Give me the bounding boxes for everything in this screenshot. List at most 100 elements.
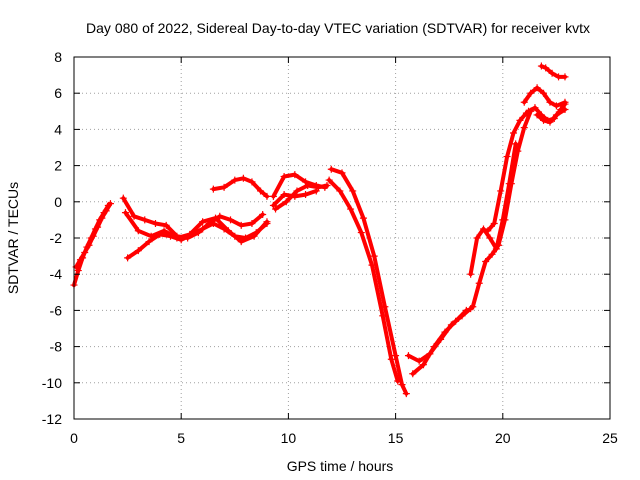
series-5 — [209, 174, 271, 200]
data-point — [323, 182, 331, 190]
data-point — [304, 182, 312, 190]
data-point — [520, 98, 528, 106]
ticks: 0 5 10 15 20 25 -12 -10 -8 -6 -4 -2 0 2 4 6 8 — [42, 49, 618, 446]
data-point — [473, 234, 481, 242]
data-point — [387, 355, 395, 363]
data-point — [525, 107, 533, 115]
series-9 — [327, 165, 410, 398]
data-point — [402, 390, 410, 398]
data-point — [124, 254, 132, 262]
data-point — [89, 232, 97, 240]
data-point — [237, 221, 245, 229]
data-point — [145, 238, 153, 246]
data-point — [426, 350, 434, 358]
data-point — [237, 238, 245, 246]
data-point — [561, 73, 569, 81]
series-19 — [537, 62, 569, 81]
y-tick-label: 0 — [54, 194, 62, 210]
data-point — [392, 352, 400, 360]
data-point — [186, 230, 194, 238]
data-point — [173, 234, 181, 242]
data-point — [469, 303, 477, 311]
data-point — [482, 258, 490, 266]
data-point — [359, 214, 367, 222]
data-point — [272, 205, 280, 213]
y-tick-label: -4 — [50, 266, 63, 282]
series-line — [406, 306, 473, 364]
data-point — [162, 221, 170, 229]
series-7 — [272, 182, 331, 213]
data-point — [325, 176, 333, 184]
data-point — [546, 98, 554, 106]
data-point — [370, 252, 378, 260]
data-point — [106, 200, 114, 208]
series-4 — [121, 209, 271, 246]
data-point — [409, 370, 417, 378]
data-point — [542, 64, 550, 72]
data-point — [503, 153, 511, 161]
series-line — [468, 141, 518, 277]
data-point — [419, 361, 427, 369]
data-point — [151, 220, 159, 228]
series-14 — [467, 140, 520, 278]
data-point — [263, 192, 271, 200]
data-point — [531, 104, 539, 112]
x-tick-label: 25 — [602, 430, 618, 446]
data-point — [533, 111, 541, 119]
data-point — [314, 183, 322, 191]
data-point — [74, 267, 82, 275]
data-point — [216, 212, 224, 220]
data-point — [338, 169, 346, 177]
data-point — [357, 229, 365, 237]
data-point — [349, 187, 357, 195]
data-point — [475, 279, 483, 287]
data-point — [209, 220, 217, 228]
series-line — [123, 210, 269, 244]
data-layer — [70, 62, 569, 398]
series-line — [327, 178, 400, 383]
series-8 — [269, 187, 320, 209]
data-point — [134, 247, 142, 255]
data-point — [480, 225, 488, 233]
data-point — [259, 210, 267, 218]
data-point — [263, 218, 271, 226]
data-point — [467, 270, 475, 278]
data-point — [293, 187, 301, 195]
data-point — [552, 102, 560, 110]
series-12 — [404, 305, 475, 365]
y-tick-label: 4 — [54, 121, 62, 137]
y-tick-label: -8 — [50, 339, 63, 355]
data-point — [212, 214, 220, 222]
data-point — [505, 180, 513, 188]
data-point — [447, 321, 455, 329]
chart-title: Day 080 of 2022, Sidereal Day-to-day VTE… — [86, 20, 590, 36]
y-tick-label: 8 — [54, 49, 62, 65]
data-point — [130, 212, 138, 220]
y-tick-label: -6 — [50, 302, 63, 318]
data-point — [404, 352, 412, 360]
data-point — [269, 201, 277, 209]
y-tick-label: 2 — [54, 158, 62, 174]
y-tick-label: -10 — [42, 375, 62, 391]
data-point — [347, 205, 355, 213]
data-point — [540, 116, 548, 124]
data-point — [537, 62, 545, 70]
data-point — [490, 220, 498, 228]
data-point — [81, 248, 89, 256]
data-point — [546, 118, 554, 126]
series-1 — [72, 200, 114, 271]
data-point — [121, 209, 129, 217]
data-point — [248, 178, 256, 186]
grid — [74, 57, 610, 419]
y-tick-label: -12 — [42, 411, 62, 427]
series-18 — [533, 105, 569, 126]
data-point — [199, 225, 207, 233]
data-point — [291, 192, 299, 200]
data-point — [312, 187, 320, 195]
data-point — [499, 216, 507, 224]
data-point — [209, 185, 217, 193]
data-point — [548, 69, 556, 77]
data-point — [484, 227, 492, 235]
data-point — [327, 165, 335, 173]
